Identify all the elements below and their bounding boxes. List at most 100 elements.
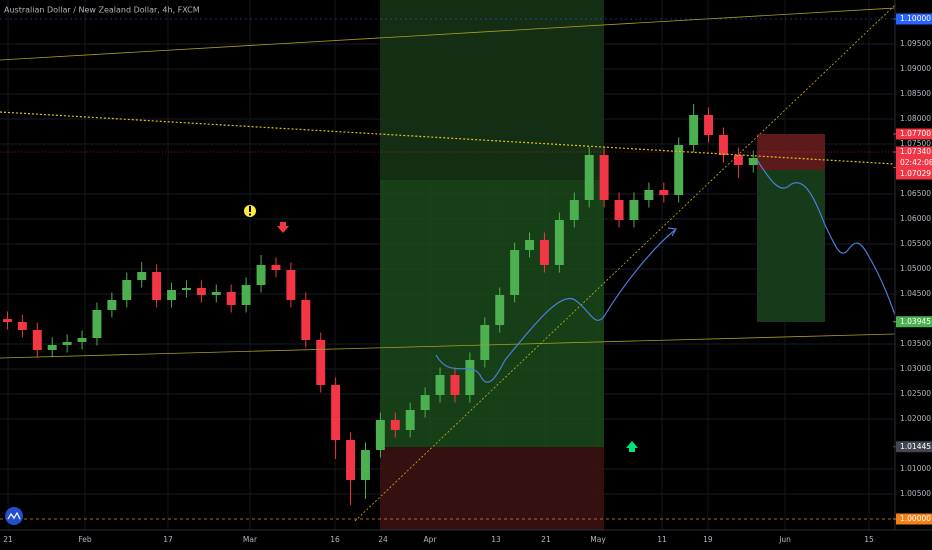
- candle-body: [405, 410, 415, 430]
- candle-body: [301, 300, 311, 340]
- buy-arrow: [626, 441, 638, 452]
- projection: [756, 159, 896, 316]
- candle-body: [181, 288, 191, 290]
- candle-body: [629, 200, 639, 220]
- trend-line: [0, 333, 896, 359]
- trend-line: [0, 111, 896, 165]
- candle-body: [614, 200, 624, 220]
- y-tick-label: 1.07500: [900, 139, 931, 148]
- short-stop: [757, 134, 825, 170]
- candle-body: [256, 265, 266, 285]
- candle-body: [659, 190, 669, 195]
- price-axis: [895, 0, 932, 550]
- x-tick-label: 19: [703, 535, 713, 544]
- candles: [2, 104, 758, 505]
- candle-body: [674, 145, 684, 195]
- y-tick-label: 1.02500: [900, 389, 931, 398]
- candle-body: [62, 342, 72, 345]
- candle-body: [360, 450, 370, 480]
- candle-body: [137, 272, 147, 280]
- candle-body: [420, 395, 430, 410]
- candle-body: [569, 200, 579, 220]
- candle-body: [748, 158, 758, 165]
- price-label: 1.03945: [900, 317, 931, 326]
- y-tick-label: 1.04500: [900, 289, 931, 298]
- candle-body: [92, 310, 102, 338]
- projection-arrow: [667, 227, 677, 237]
- candle-body: [2, 319, 12, 322]
- candle-body: [510, 250, 520, 295]
- x-tick-label: 16: [330, 535, 340, 544]
- candle-body: [331, 385, 341, 440]
- zone-upper: [380, 0, 604, 180]
- chart-title: Australian Dollar / New Zealand Dollar, …: [4, 6, 200, 15]
- candle-body: [167, 290, 177, 300]
- candle-body: [241, 285, 251, 305]
- y-tick-label: 1.08500: [900, 89, 931, 98]
- x-tick-label: 15: [864, 535, 874, 544]
- y-tick-label: 1.05000: [900, 264, 931, 273]
- price-label: 1.07029: [900, 169, 931, 178]
- candle-body: [495, 295, 505, 325]
- y-tick-label: 1.09000: [900, 64, 931, 73]
- y-tick-label: 1.05500: [900, 239, 931, 248]
- short-target: [757, 170, 825, 322]
- y-tick-label: 1.02000: [900, 414, 931, 423]
- x-tick-label: 13: [491, 535, 501, 544]
- candle-body: [211, 292, 221, 295]
- y-tick-label: 1.06000: [900, 214, 931, 223]
- candle-body: [465, 360, 475, 395]
- y-tick-label: 1.03000: [900, 364, 931, 373]
- logo-glyph: [7, 511, 21, 520]
- trend-line: [0, 7, 896, 61]
- x-tick-label: Feb: [78, 535, 92, 544]
- candle-body: [450, 375, 460, 395]
- x-tick-label: 24: [378, 535, 388, 544]
- price-label-box: [896, 146, 932, 158]
- candle-body: [286, 270, 296, 300]
- candle-body: [17, 322, 27, 330]
- candle-body: [390, 420, 400, 430]
- y-tick-label: 1.06500: [900, 189, 931, 198]
- candle-body: [689, 115, 699, 145]
- candle-body: [375, 420, 385, 450]
- countdown: 02:42:08: [900, 158, 932, 167]
- x-tick-label: May: [590, 535, 606, 544]
- candle-body: [480, 325, 490, 360]
- candle-body: [152, 272, 162, 300]
- price-label-box: [896, 441, 932, 453]
- candle-body: [316, 340, 326, 385]
- price-label: 1.10000: [900, 14, 931, 23]
- price-label-box: [896, 513, 932, 525]
- candle-body: [32, 330, 42, 350]
- price-label-box: [896, 13, 932, 25]
- price-label-box: [896, 316, 932, 328]
- alert-glyph: [249, 213, 251, 216]
- x-tick-label: 11: [657, 535, 667, 544]
- candle-body: [733, 155, 743, 165]
- x-tick-label: Mar: [243, 535, 258, 544]
- x-tick-label: 21: [3, 535, 13, 544]
- price-label-box: [896, 168, 932, 180]
- x-tick-label: 21: [541, 535, 551, 544]
- price-label-box: [896, 128, 932, 140]
- x-tick-label: 17: [163, 535, 173, 544]
- price-label: 1.01445: [900, 442, 931, 451]
- candle-body: [346, 440, 356, 480]
- trend-line: [354, 4, 896, 522]
- candle-body: [435, 375, 445, 395]
- candle-body: [226, 292, 236, 305]
- y-tick-label: 1.03500: [900, 339, 931, 348]
- candle-body: [704, 115, 714, 135]
- candle-body: [525, 240, 535, 250]
- x-tick-label: Apr: [424, 535, 438, 544]
- alert-glyph: [249, 206, 251, 212]
- price-label: 1.07340: [900, 147, 931, 156]
- candle-body: [47, 345, 57, 350]
- x-tick-label: Jun: [778, 535, 791, 544]
- y-tick-label: 1.09500: [900, 39, 931, 48]
- y-tick-label: 1.08000: [900, 114, 931, 123]
- candle-body: [599, 155, 609, 200]
- candle-body: [196, 288, 206, 295]
